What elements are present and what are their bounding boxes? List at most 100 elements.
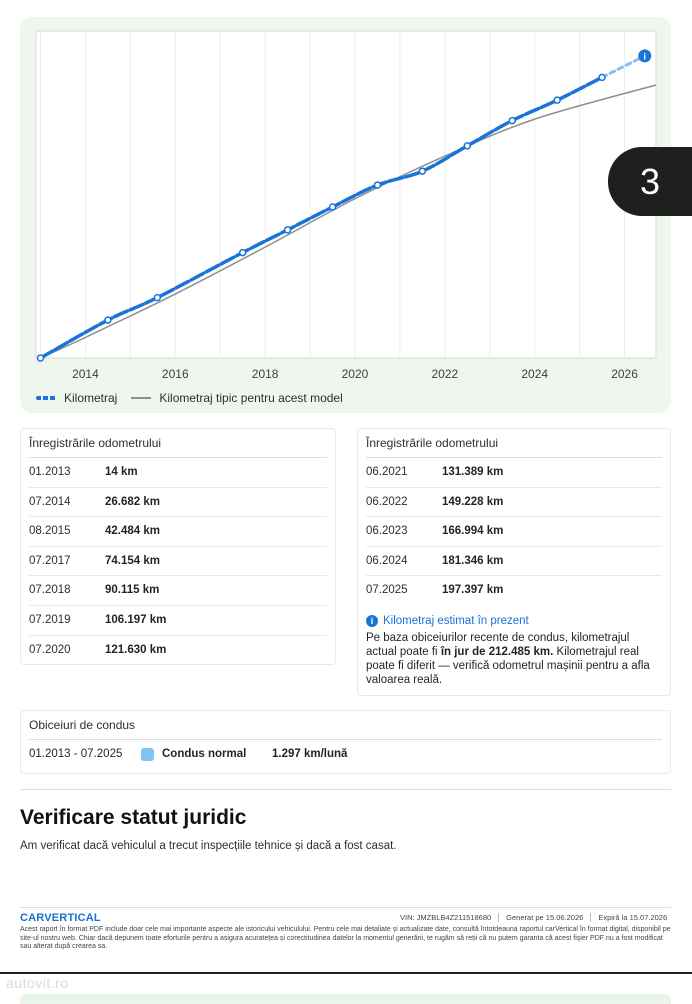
odometer-row: 07.2018 90.115 km: [29, 576, 327, 606]
odometer-row: 06.2024 181.346 km: [366, 547, 662, 577]
mileage-point: [238, 248, 247, 257]
odometer-records-right: Înregistrările odometrului 06.2021 131.38…: [357, 428, 671, 696]
typical-mileage-line: [40, 84, 657, 359]
legend-dashed-swatch: [36, 396, 56, 400]
next-page-strip: [20, 994, 671, 1004]
odometer-title: Înregistrările odometrului: [29, 429, 327, 458]
mileage-point: [104, 316, 112, 324]
mileage-estimate-point: [638, 49, 652, 63]
odometer-row: 06.2022 149.228 km: [366, 488, 662, 518]
habit-color-swatch: [141, 747, 154, 761]
odometer-row: 06.2021 131.389 km: [366, 458, 662, 488]
odometer-km: 197.397 km: [442, 584, 504, 597]
odometer-date: 01.2013: [29, 466, 71, 478]
x-tick-label: 2018: [252, 367, 279, 381]
odometer-row: 06.2023 166.994 km: [366, 517, 662, 547]
legend-item-mileage: Kilometraj: [64, 391, 118, 405]
mileage-point: [36, 354, 45, 362]
x-tick-label: 2024: [521, 367, 548, 381]
odometer-km: 26.682 km: [105, 495, 160, 508]
mileage-point: [463, 142, 472, 150]
odometer-row: 07.2019 106.197 km: [29, 606, 327, 636]
odometer-date: 07.2018: [29, 584, 71, 597]
odometer-date: 07.2014: [29, 495, 71, 508]
odometer-km: 42.484 km: [105, 525, 160, 538]
info-icon: i: [644, 51, 647, 61]
driving-habits-title: Obiceiuri de condus: [29, 711, 662, 740]
odometer-date: 08.2015: [29, 525, 71, 538]
odometer-km: 181.346 km: [442, 554, 504, 567]
odometer-date: 07.2025: [366, 584, 408, 597]
footer-meta: VIN: JMZBLB4Z211518680 Generat pe 15.06.…: [400, 913, 674, 922]
odometer-km: 14 km: [105, 466, 138, 478]
odometer-date: 06.2022: [366, 495, 408, 508]
habit-period: 01.2013 - 07.2025: [29, 748, 123, 760]
mileage-point: [373, 181, 382, 189]
mileage-point: [508, 116, 516, 125]
odometer-date: 06.2021: [366, 466, 408, 478]
mileage-chart: 2014 2016 2018 2020 2022 2024 2026 i: [35, 30, 657, 381]
mileage-point: [598, 73, 606, 82]
estimate-value: în jur de 212.485 km.: [440, 645, 554, 658]
mileage-point: [553, 96, 561, 104]
odometer-title: Înregistrările odometrului: [366, 429, 662, 458]
odometer-date: 07.2019: [29, 613, 71, 626]
odometer-row: 01.2013 14 km: [29, 458, 327, 488]
odometer-row: 07.2014 26.682 km: [29, 488, 327, 518]
habit-label: Condus normal: [162, 748, 247, 760]
odometer-date: 06.2024: [366, 554, 408, 567]
odometer-row: 08.2015 42.484 km: [29, 517, 327, 547]
x-tick-label: 2014: [72, 367, 99, 381]
estimate-description: Pe baza obiceiurilor recente de condus, …: [366, 631, 662, 687]
footer-expires: Expiră la 15.07.2026: [590, 913, 674, 922]
odometer-row: 07.2025 197.397 km: [366, 576, 662, 605]
odometer-row: 07.2017 74.154 km: [29, 547, 327, 577]
mileage-point: [283, 226, 292, 234]
watermark: autovit.ro: [6, 975, 69, 991]
odometer-rows: 06.2021 131.389 km 06.2022 149.228 km 06.202…: [366, 458, 662, 605]
legend-solid-swatch: [131, 397, 152, 399]
estimate-text-part: Kilometrajul real poate fi diferit — ver…: [366, 645, 650, 686]
odometer-rows: 01.2013 14 km 07.2014 26.682 km 08.2015 42.48…: [29, 458, 327, 664]
odometer-km: 149.228 km: [442, 495, 504, 508]
page-bottom-rule: [0, 972, 692, 974]
odometer-km: 131.389 km: [442, 466, 504, 478]
footer-vin: VIN: JMZBLB4Z211518680: [400, 913, 492, 922]
legal-status-description: Am verificat dacă vehiculul a trecut ins…: [20, 840, 397, 852]
section-divider: [20, 789, 671, 790]
odometer-km: 166.994 km: [442, 525, 504, 538]
odometer-date: 07.2020: [29, 643, 71, 656]
estimate-title: Kilometraj estimat în prezent: [383, 614, 529, 627]
estimate-heading: i Kilometraj estimat în prezent: [366, 614, 662, 627]
estimate-text-part: Pe baza obiceiurilor recente de condus, …: [366, 631, 630, 658]
habit-rate: 1.297 km/lună: [272, 748, 348, 760]
mileage-point: [328, 203, 337, 211]
x-tick-label: 2022: [431, 367, 458, 381]
mileage-point: [153, 293, 162, 302]
footer-generated: Generat pe 15.06.2026: [498, 913, 590, 922]
chart-legend: Kilometraj Kilometraj tipic pentru acest…: [36, 391, 343, 405]
odometer-km: 74.154 km: [105, 554, 160, 567]
mileage-chart-card: 2014 2016 2018 2020 2022 2024 2026 i Kilometraj…: [20, 17, 671, 413]
driving-habits-box: Obiceiuri de condus 01.2013 - 07.2025 Co…: [20, 710, 671, 774]
odometer-km: 90.115 km: [105, 584, 160, 597]
mileage-estimate-line: [600, 54, 647, 79]
driving-habit-row: 01.2013 - 07.2025 Condus normal 1.297 km…: [29, 740, 662, 768]
footer-disclaimer: Acest raport în format PDF include doar …: [20, 926, 671, 950]
odometer-km: 121.630 km: [105, 643, 167, 656]
x-tick-label: 2026: [611, 367, 638, 381]
x-tick-label: 2016: [162, 367, 189, 381]
odometer-records-left: Înregistrările odometrului 01.2013 14 km 0…: [20, 428, 336, 665]
odometer-date: 06.2023: [366, 525, 408, 538]
odometer-row: 07.2020 121.630 km: [29, 636, 327, 665]
odometer-date: 07.2017: [29, 554, 71, 567]
carvertical-logo: CARVERTICAL: [20, 912, 101, 924]
odometer-km: 106.197 km: [105, 613, 167, 626]
legend-item-typical: Kilometraj tipic pentru acest model: [159, 391, 343, 405]
mileage-point: [418, 167, 427, 175]
page-number-badge: 3: [608, 147, 692, 216]
footer-divider: [20, 907, 671, 908]
x-tick-label: 2020: [342, 367, 369, 381]
info-icon: i: [366, 614, 378, 627]
legal-status-title: Verificare statut juridic: [20, 806, 247, 829]
